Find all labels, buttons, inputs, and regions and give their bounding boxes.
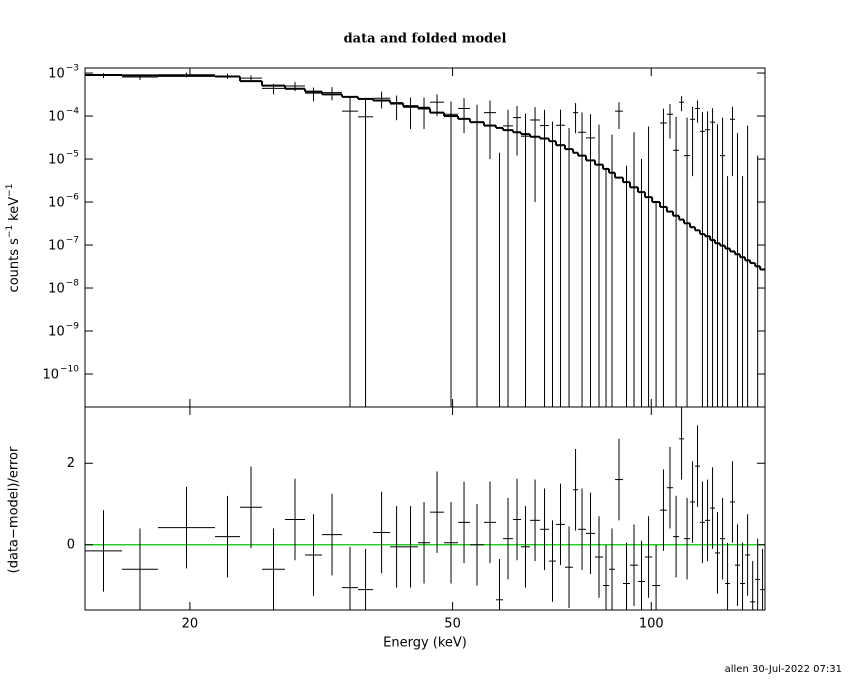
y-tick-exponent: −8	[66, 279, 80, 289]
y-tick-label: 0	[67, 537, 75, 552]
footer: allen 30-Jul-2022 07:31	[725, 664, 842, 675]
y-tick-exponent: −7	[66, 236, 79, 246]
y-tick-label: 10	[48, 196, 65, 211]
y-tick-label: 10	[48, 282, 65, 297]
y-tick-exponent: −4	[66, 107, 80, 117]
y-label-part: keV	[7, 197, 22, 221]
y-tick-exponent: −6	[66, 193, 80, 203]
x-axis-label: Energy (keV)	[383, 636, 467, 651]
bottom-frame	[84, 406, 766, 611]
y-tick-exponent: −9	[66, 322, 80, 332]
y-tick-exponent: −5	[66, 150, 79, 160]
y-label-part: counts s	[7, 238, 22, 293]
y-axis-label: counts s−1keV−1	[5, 184, 22, 293]
top-panel-marks	[85, 72, 765, 407]
y-label-exponent: −1	[5, 184, 15, 197]
x-tick-label: 20	[182, 617, 199, 632]
y-tick-label: 10	[48, 153, 65, 168]
residual-axis-label: (data−model)/error	[7, 446, 22, 573]
x-tick-label: 50	[444, 617, 461, 632]
y-tick-label: 2	[67, 456, 75, 471]
y-label-exponent: −1	[5, 225, 15, 238]
chart-title: data and folded model	[344, 32, 507, 47]
axes: 20 50 100−310−410−510−610−710−810−910−1010…	[42, 64, 765, 632]
y-tick-exponent: −10	[60, 365, 79, 375]
x-tick-label: 100	[639, 617, 664, 632]
y-tick-exponent: −3	[66, 64, 79, 74]
y-tick-label: 10	[42, 368, 59, 383]
y-tick-label: 10	[48, 325, 65, 340]
y-tick-label: 10	[48, 67, 65, 82]
bottom-panel-marks	[85, 407, 765, 610]
y-tick-label: 10	[48, 110, 65, 125]
y-tick-label: 10	[48, 239, 65, 254]
